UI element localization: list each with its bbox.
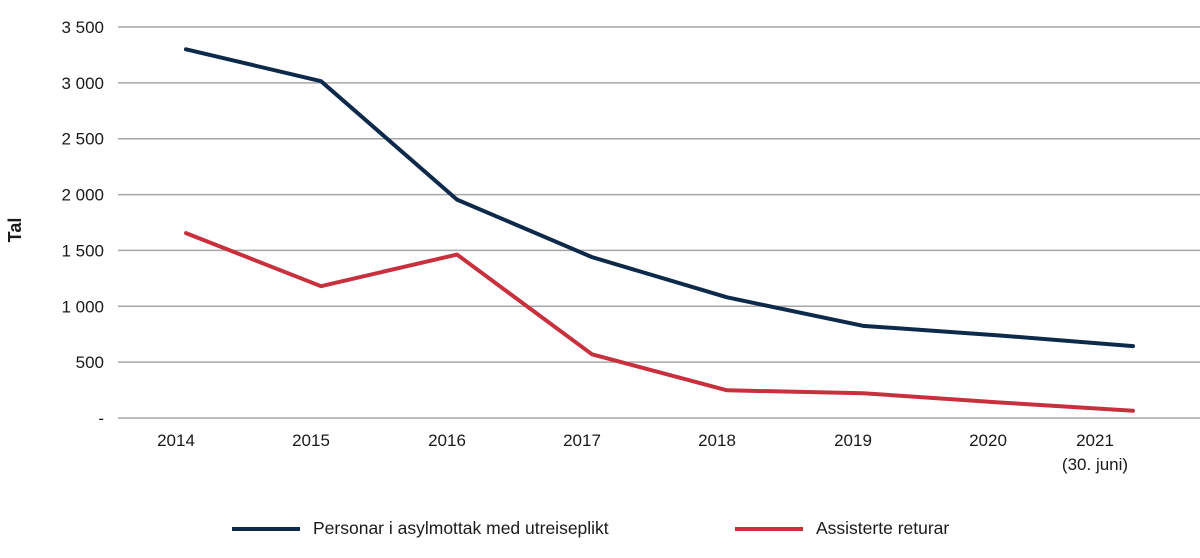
- x-tick-label: 2015: [292, 431, 330, 450]
- y-tick-label: 2 500: [61, 130, 104, 149]
- x-tick-label: 2021: [1076, 431, 1114, 450]
- x-tick-label: 2019: [834, 431, 872, 450]
- series-line-1: [184, 231, 1135, 413]
- legend-label-returar: Assisterte returar: [816, 518, 950, 538]
- x-tick-label: (30. juni): [1062, 455, 1128, 474]
- y-tick-label: 3 500: [61, 18, 104, 37]
- x-tick-label: 2018: [698, 431, 736, 450]
- x-tick-label: 2014: [157, 431, 195, 450]
- legend-swatch-returar: [735, 526, 803, 531]
- y-tick-label: -: [98, 409, 104, 428]
- y-tick-label: 1 500: [61, 241, 104, 260]
- y-axis-label: Tal: [5, 218, 25, 243]
- legend: Personar i asylmottak med utreiseplikt A…: [0, 518, 1200, 544]
- legend-item-returar: Assisterte returar: [735, 518, 949, 539]
- legend-swatch-personar: [232, 526, 300, 531]
- x-tick-label: 2020: [969, 431, 1007, 450]
- legend-label-personar: Personar i asylmottak med utreiseplikt: [313, 518, 609, 538]
- series-line-0: [184, 47, 1135, 349]
- x-tick-label: 2016: [428, 431, 466, 450]
- legend-item-personar: Personar i asylmottak med utreiseplikt: [232, 518, 609, 539]
- x-tick-label: 2017: [563, 431, 601, 450]
- y-tick-label: 2 000: [61, 186, 104, 205]
- y-tick-label: 1 000: [61, 297, 104, 316]
- y-tick-label: 3 000: [61, 74, 104, 93]
- y-tick-label: 500: [76, 353, 104, 372]
